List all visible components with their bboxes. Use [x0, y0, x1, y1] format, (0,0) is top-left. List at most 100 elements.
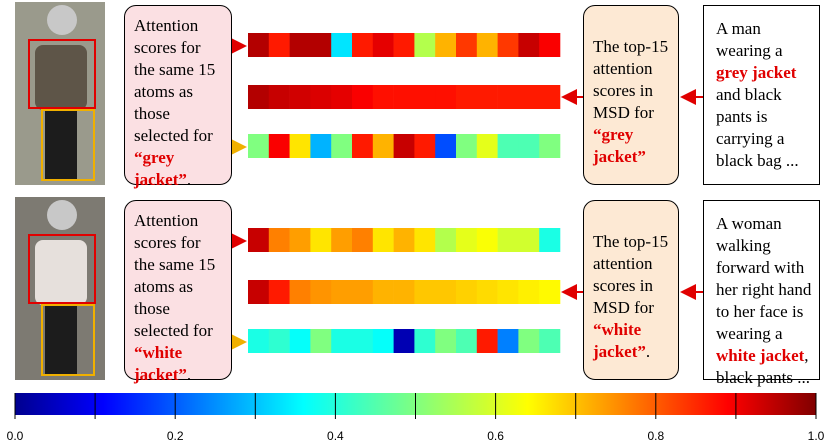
heat-cell	[518, 85, 540, 109]
heat-cell	[476, 329, 498, 353]
left-box: Attention scores for the same 15 atoms a…	[124, 200, 232, 384]
heat-cell	[393, 134, 415, 158]
heat-cell	[393, 33, 415, 57]
heat-cell	[518, 134, 540, 158]
heat-cell	[393, 280, 415, 304]
heat-cell	[497, 85, 519, 109]
heat-cell	[248, 85, 270, 109]
heat-cell	[248, 329, 270, 353]
tick-label: 1.0	[808, 429, 825, 443]
heat-cell	[414, 33, 436, 57]
heat-cell	[331, 33, 353, 57]
heat-cell	[331, 280, 353, 304]
heat-cell	[497, 280, 519, 304]
mid-box: The top-15 attention scores in MSD for “…	[583, 200, 679, 380]
heat-cell	[476, 228, 498, 252]
heat-cell	[268, 329, 290, 353]
heat-cell	[248, 228, 270, 252]
highlight-text: grey jacket	[716, 63, 797, 82]
heat-cell	[435, 228, 457, 252]
text: and black pants is carrying a black bag …	[716, 85, 799, 170]
tick-label: 0.4	[327, 429, 344, 443]
heat-cell	[352, 85, 374, 109]
heat-cell	[456, 134, 478, 158]
right-box: A woman walking forward with her right h…	[703, 200, 820, 387]
upper-region	[28, 234, 96, 304]
head	[47, 200, 77, 230]
highlight-text: “grey jacket”	[593, 125, 646, 166]
head	[47, 5, 77, 35]
text: .	[186, 365, 192, 384]
text: Attention scores for the same 15 atoms a…	[134, 211, 216, 340]
heat-cell	[414, 134, 436, 158]
heat-cell	[310, 134, 332, 158]
heat-cell	[248, 134, 270, 158]
heat-cell	[331, 134, 353, 158]
heat-cell	[310, 280, 332, 304]
heat-cell	[310, 329, 332, 353]
heat-cell	[435, 85, 457, 109]
heat-cell	[372, 280, 394, 304]
legs	[45, 110, 77, 180]
heat-cell	[497, 33, 519, 57]
heat-cell	[289, 329, 311, 353]
tick-label: 0.0	[7, 429, 24, 443]
heat-cell	[248, 33, 270, 57]
heat-cell	[518, 228, 540, 252]
highlight-text: “white jacket”	[593, 320, 646, 361]
heat-cell	[476, 85, 498, 109]
heat-cell	[539, 329, 561, 353]
heat-cell	[414, 85, 436, 109]
heat-cell	[497, 329, 519, 353]
highlight-text: “white jacket”	[134, 343, 187, 384]
heat-cell	[414, 228, 436, 252]
heat-cell	[289, 280, 311, 304]
tick-label: 0.6	[487, 429, 504, 443]
heat-cell	[456, 280, 478, 304]
heat-cell	[539, 85, 561, 109]
heat-cell	[310, 33, 332, 57]
heat-cell	[352, 228, 374, 252]
heat-cell	[310, 85, 332, 109]
heat-cell	[268, 228, 290, 252]
heat-cell	[518, 329, 540, 353]
text: .	[645, 342, 651, 361]
heat-cell	[456, 329, 478, 353]
right-box: A man wearing a grey jacket and black pa…	[703, 5, 820, 185]
heat-cell	[456, 33, 478, 57]
heat-cell	[476, 134, 498, 158]
heat-cell	[331, 329, 353, 353]
heat-cell	[331, 228, 353, 252]
text: Attention scores for the same 15 atoms a…	[134, 16, 216, 145]
legs	[45, 305, 77, 375]
heat-cell	[435, 329, 457, 353]
heat-cell	[435, 33, 457, 57]
heat-cell	[289, 228, 311, 252]
heat-cell	[352, 280, 374, 304]
heat-cell	[393, 228, 415, 252]
heat-cell	[372, 329, 394, 353]
highlight-text: “grey jacket”	[134, 148, 187, 189]
lower-region	[41, 304, 95, 376]
upper-region	[28, 39, 96, 109]
heat-cell	[497, 228, 519, 252]
heat-cell	[372, 134, 394, 158]
heat-cell	[518, 33, 540, 57]
heat-cell	[310, 228, 332, 252]
heat-cell	[456, 85, 478, 109]
highlight-text: white jacket	[716, 346, 805, 365]
heat-cell	[268, 85, 290, 109]
heat-cell	[518, 280, 540, 304]
heat-cell	[372, 33, 394, 57]
heat-cell	[435, 134, 457, 158]
heat-cell	[289, 134, 311, 158]
heat-cell	[539, 134, 561, 158]
heat-cell	[539, 280, 561, 304]
heat-cell	[539, 33, 561, 57]
heat-cell	[352, 134, 374, 158]
heat-cell	[352, 33, 374, 57]
heat-cell	[248, 280, 270, 304]
heat-cell	[476, 280, 498, 304]
